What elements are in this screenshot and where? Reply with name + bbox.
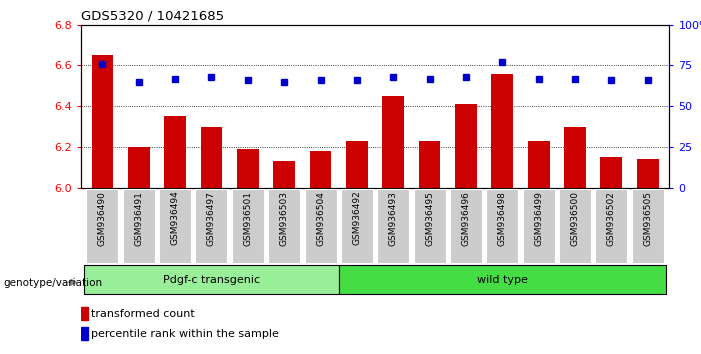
Bar [382,96,404,188]
Bar [237,149,259,188]
Bar [455,104,477,188]
FancyBboxPatch shape [341,189,373,263]
Text: percentile rank within the sample: percentile rank within the sample [91,329,279,338]
Text: GSM936496: GSM936496 [461,191,470,246]
FancyBboxPatch shape [632,189,664,263]
Bar [637,159,658,188]
Bar [339,266,666,294]
Text: GSM936494: GSM936494 [170,191,179,245]
Text: GSM936491: GSM936491 [135,191,143,246]
Bar [81,307,88,320]
FancyBboxPatch shape [450,189,482,263]
Bar [200,126,222,188]
FancyBboxPatch shape [159,189,191,263]
Text: GSM936504: GSM936504 [316,191,325,246]
Text: GSM936505: GSM936505 [643,191,652,246]
Bar [600,157,622,188]
FancyBboxPatch shape [486,189,518,263]
Text: GSM936501: GSM936501 [243,191,252,246]
Text: GSM936490: GSM936490 [98,191,107,246]
Bar [346,141,368,188]
FancyBboxPatch shape [414,189,446,263]
Text: GSM936495: GSM936495 [425,191,434,246]
Text: GSM936492: GSM936492 [353,191,361,245]
Text: Pdgf-c transgenic: Pdgf-c transgenic [163,275,260,285]
Bar [84,266,339,294]
Text: GDS5320 / 10421685: GDS5320 / 10421685 [81,9,224,22]
Text: GSM936493: GSM936493 [389,191,397,246]
Bar [92,55,114,188]
FancyBboxPatch shape [268,189,300,263]
Bar [273,161,295,188]
Bar [81,327,88,340]
Text: genotype/variation: genotype/variation [4,278,102,288]
FancyBboxPatch shape [377,189,409,263]
Bar [528,141,550,188]
Text: GSM936498: GSM936498 [498,191,507,246]
Bar [564,126,586,188]
Text: GSM936503: GSM936503 [280,191,289,246]
FancyBboxPatch shape [232,189,264,263]
Text: GSM936497: GSM936497 [207,191,216,246]
FancyBboxPatch shape [196,189,227,263]
Bar [418,141,440,188]
FancyBboxPatch shape [595,189,627,263]
Text: GSM936500: GSM936500 [571,191,580,246]
Text: GSM936499: GSM936499 [534,191,543,246]
Text: transformed count: transformed count [91,309,195,319]
Bar [310,151,332,188]
Text: GSM936502: GSM936502 [607,191,615,246]
FancyBboxPatch shape [86,189,118,263]
FancyBboxPatch shape [123,189,155,263]
FancyBboxPatch shape [523,189,554,263]
FancyBboxPatch shape [304,189,336,263]
Text: wild type: wild type [477,275,528,285]
Bar [128,147,150,188]
Bar [164,116,186,188]
FancyBboxPatch shape [559,189,591,263]
Bar [491,74,513,188]
